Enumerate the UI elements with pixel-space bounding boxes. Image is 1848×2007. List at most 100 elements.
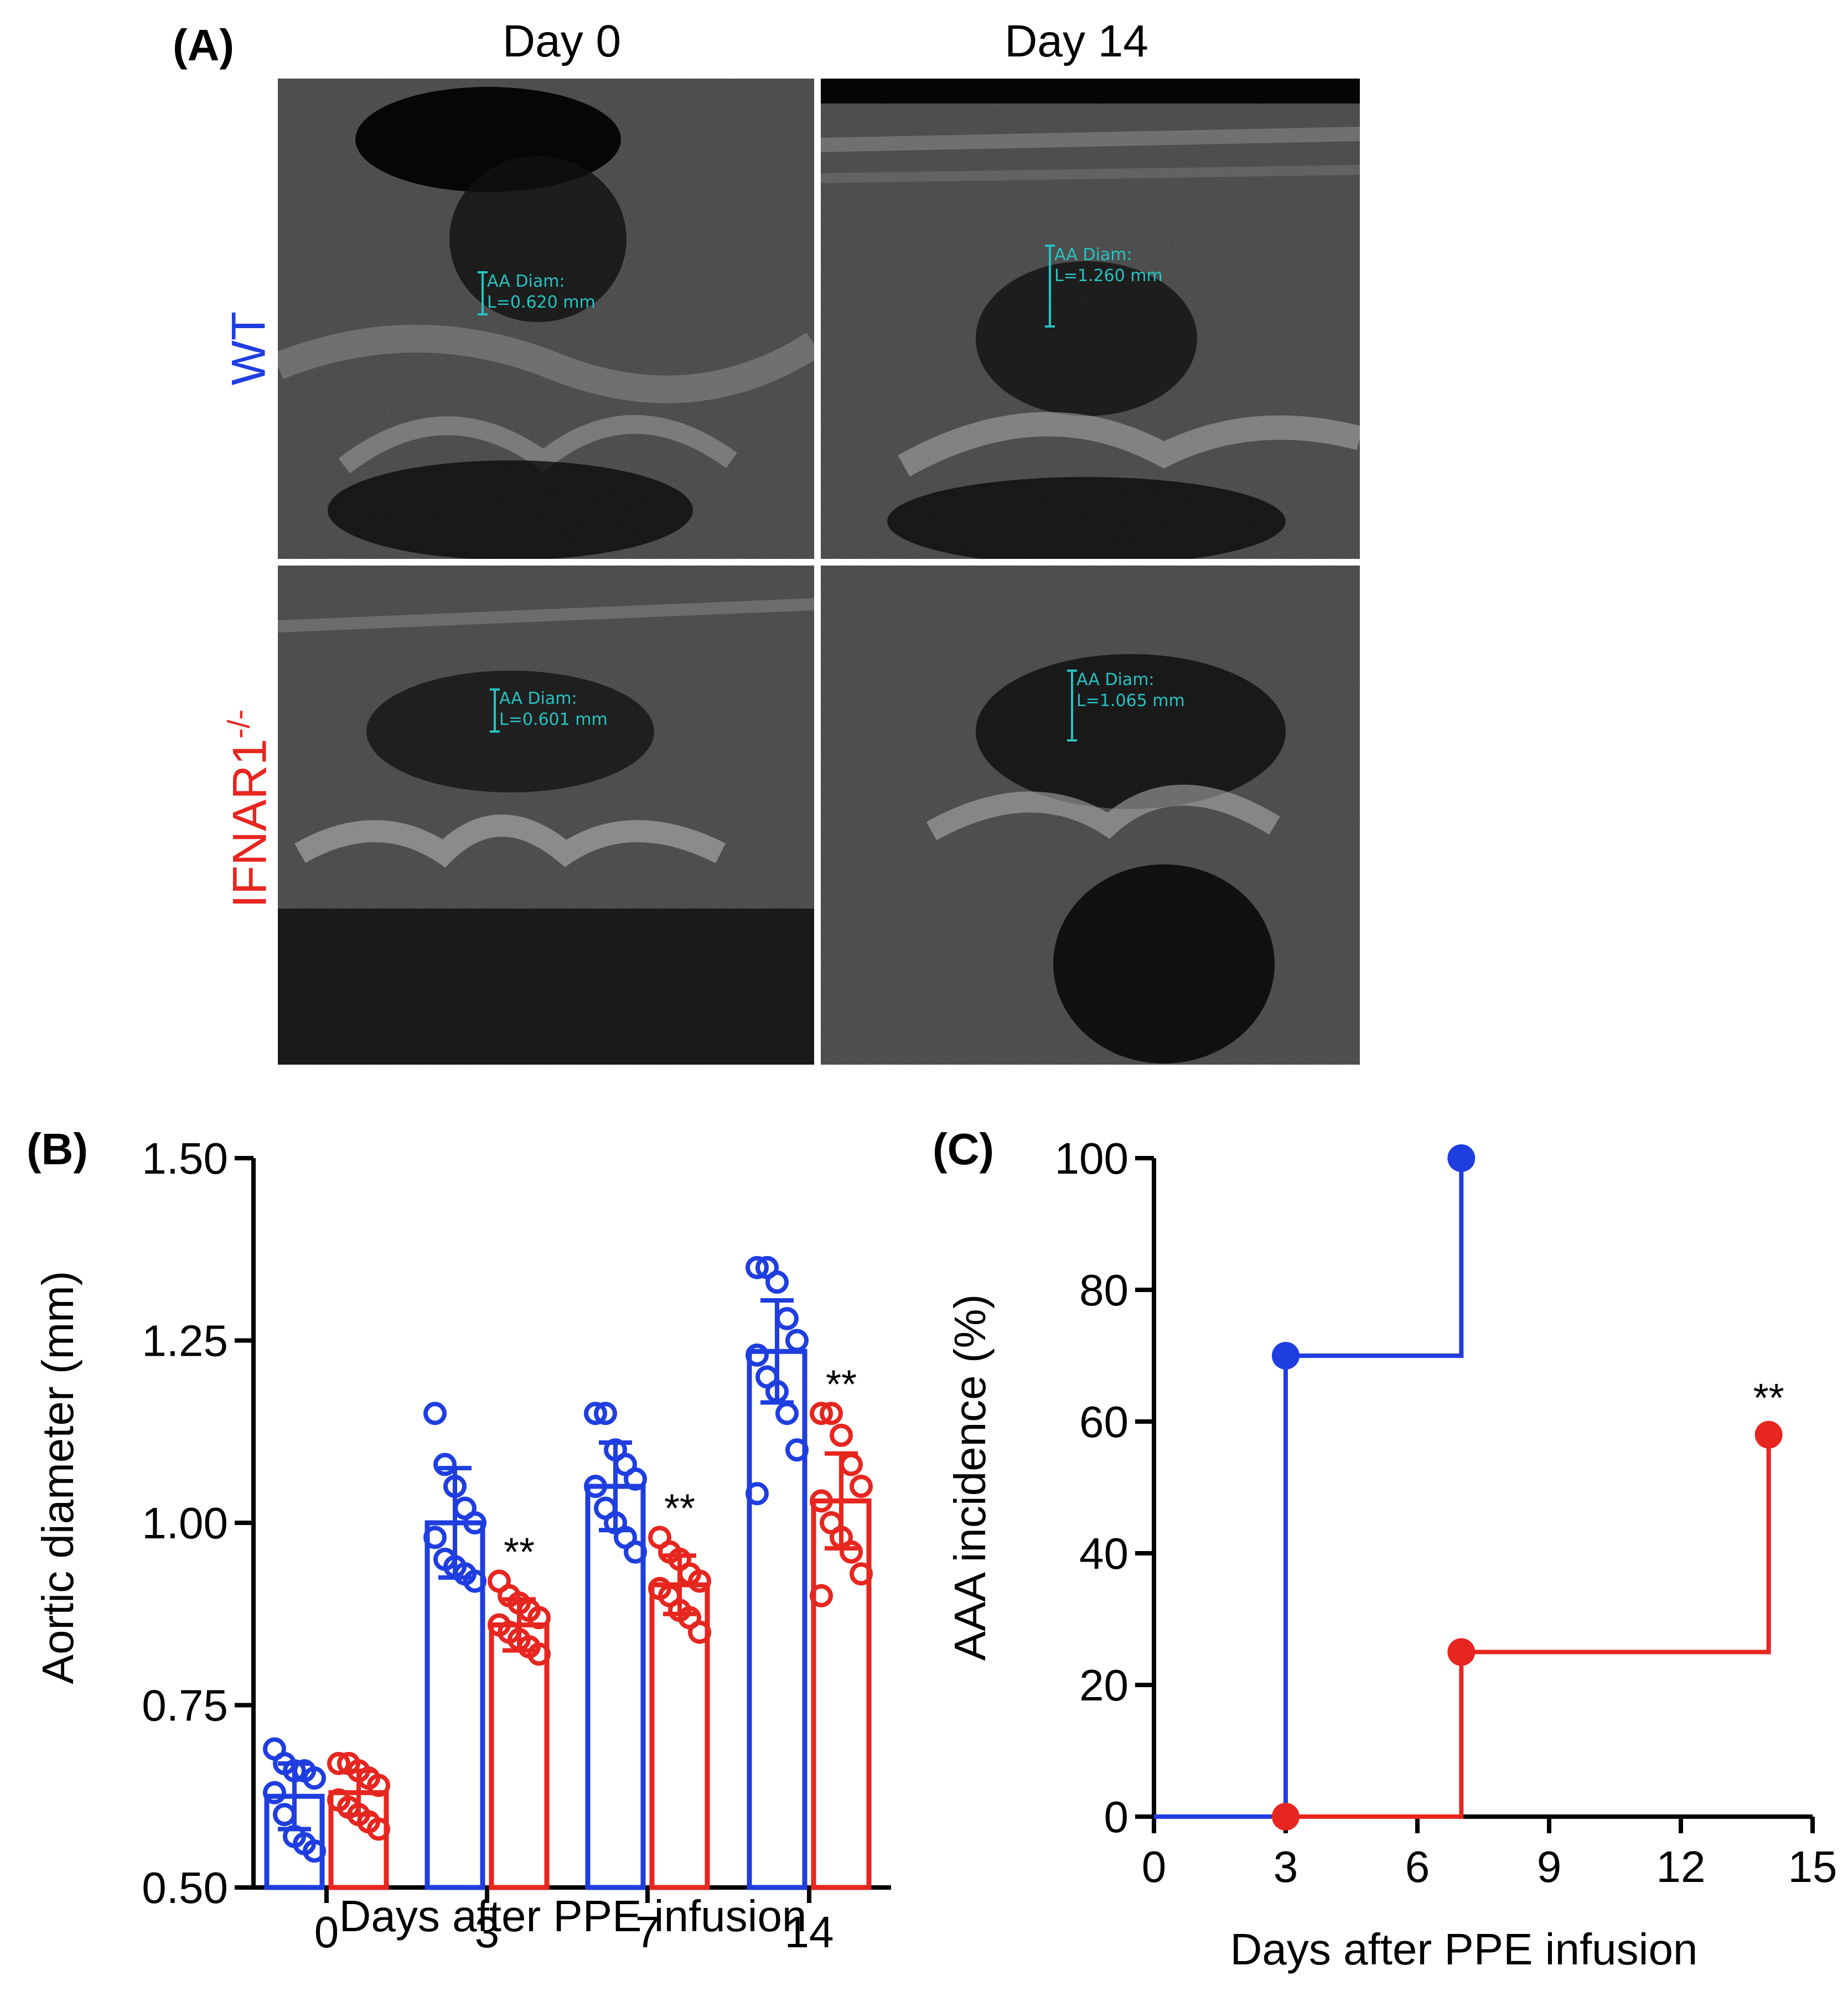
b-bar-wt-7 [585, 1484, 646, 1890]
b-point-ko-3 [527, 1606, 551, 1630]
measurement-wt-day0: AA Diam: L=0.620 mm [487, 271, 596, 313]
b-point-wt-3 [463, 1569, 486, 1593]
b-point-ko-0 [367, 1817, 390, 1841]
caliper-ko-day14 [1067, 670, 1077, 741]
b-y-tick-label: 0.75 [142, 1681, 228, 1730]
b-y-tick-label: 1.00 [142, 1498, 228, 1548]
c-y-axis-label: AAA incidence (%) [945, 1294, 995, 1661]
b-point-ko-3 [527, 1642, 551, 1666]
measurement-value: L=1.260 mm [1054, 266, 1163, 286]
ultrasound-wt-day0: AA Diam: L=0.620 mm [278, 79, 814, 559]
measurement-value: L=0.601 mm [499, 710, 608, 729]
row-label-ifnar1-ko: IFNAR1-/- [221, 642, 278, 974]
row-label-wt: WT [222, 311, 276, 386]
b-axes: 0.50 0.75 1.00 1.25 1.50 0 3 7 14 [142, 1134, 891, 1957]
b-marks: ** ** ** [263, 1256, 873, 1890]
b-point-wt-3 [423, 1402, 447, 1425]
measurement-wt-day14: AA Diam: L=1.260 mm [1054, 245, 1163, 287]
panel-c-label: (C) [933, 1124, 994, 1174]
measurement-title: AA Diam: [499, 689, 577, 708]
ultrasound-ko-day0: AA Diam: L=0.601 mm [278, 566, 814, 1065]
b-bar-ko-14 [811, 1498, 872, 1890]
c-x-tick-label: 6 [1405, 1842, 1430, 1891]
b-point-wt-14 [746, 1256, 769, 1279]
b-point-ko-14 [850, 1475, 873, 1498]
b-point-wt-0 [273, 1803, 296, 1827]
b-x-tick-label: 0 [314, 1907, 339, 1957]
b-point-wt-3 [433, 1453, 457, 1476]
b-significance-label: ** [826, 1362, 857, 1407]
b-point-ko-7 [688, 1569, 711, 1593]
panel-b-label: (B) [27, 1124, 88, 1174]
b-significance-label: ** [664, 1486, 695, 1531]
c-x-tick-label: 9 [1537, 1842, 1562, 1891]
b-point-ko-14 [830, 1423, 853, 1447]
b-x-tick-label: 3 [475, 1907, 500, 1957]
c-marks: ** [1154, 1144, 1784, 1830]
b-point-wt-14 [746, 1343, 769, 1367]
column-title-day0: Day 0 [502, 16, 622, 66]
c-step-line-wt [1154, 1158, 1464, 1819]
b-point-ko-14 [810, 1402, 833, 1425]
knockout-superscript: -/- [221, 709, 256, 739]
chart-c: (C) AAA incidence (%) Days after PPE inf… [933, 1124, 1837, 1974]
measurement-title: AA Diam: [487, 272, 565, 291]
panel-a-label: (A) [173, 20, 235, 70]
c-axes: 0 20 40 60 80 100 0 3 6 9 12 15 [1055, 1134, 1837, 1891]
b-x-tick-label: 14 [785, 1907, 834, 1957]
b-point-wt-14 [785, 1329, 809, 1352]
b-point-wt-3 [423, 1526, 447, 1549]
b-point-wt-14 [785, 1438, 809, 1462]
ifnar1-text: IFNAR1 [223, 738, 277, 908]
c-x-tick-label: 15 [1788, 1842, 1837, 1891]
b-x-axis-label: Days after PPE infusion [339, 1891, 807, 1941]
column-title-day14: Day 14 [1005, 16, 1148, 66]
c-point-wt [1447, 1144, 1476, 1172]
caliper-wt-day0 [478, 271, 488, 315]
b-x-tick-label: 7 [635, 1907, 660, 1957]
c-y-tick-label: 100 [1055, 1134, 1129, 1183]
b-point-wt-14 [765, 1270, 789, 1294]
b-point-wt-0 [263, 1781, 286, 1804]
b-y-tick-label: 0.50 [142, 1863, 228, 1912]
c-point-ko [1272, 1803, 1300, 1830]
c-y-tick-label: 40 [1079, 1529, 1129, 1578]
b-point-wt-14 [775, 1306, 799, 1330]
b-point-wt-0 [283, 1759, 306, 1783]
c-point-ko [1754, 1420, 1783, 1449]
c-y-tick-label: 20 [1079, 1661, 1129, 1710]
b-point-wt-3 [463, 1511, 486, 1534]
c-y-tick-label: 0 [1104, 1792, 1129, 1842]
measurement-ko-day14: AA Diam: L=1.065 mm [1076, 670, 1185, 712]
b-point-wt-0 [303, 1766, 326, 1790]
c-step-line-ko [1286, 1434, 1771, 1819]
b-point-wt-7 [624, 1540, 647, 1564]
b-point-ko-14 [850, 1562, 873, 1586]
c-x-axis-label: Days after PPE infusion [1230, 1925, 1698, 1974]
measurement-value: L=1.065 mm [1076, 691, 1185, 711]
b-significance-label: ** [504, 1530, 535, 1574]
b-point-wt-0 [303, 1839, 326, 1863]
b-point-wt-14 [746, 1482, 769, 1506]
chart-b: (B) Aortic diameter (mm) Days after PPE … [27, 1124, 891, 1957]
measurement-title: AA Diam: [1076, 670, 1155, 689]
caliper-wt-day14 [1045, 245, 1055, 328]
ultrasound-ko-day14: AA Diam: L=1.065 mm [821, 566, 1360, 1065]
ultrasound-wt-day14: AA Diam: L=1.260 mm [821, 79, 1360, 559]
b-y-tick-label: 1.25 [142, 1316, 228, 1366]
b-point-ko-14 [840, 1540, 863, 1564]
b-point-wt-7 [584, 1402, 607, 1425]
b-point-wt-14 [765, 1380, 789, 1403]
b-point-wt-3 [443, 1475, 467, 1498]
b-point-ko-0 [327, 1751, 350, 1775]
b-y-tick-label: 1.50 [142, 1134, 228, 1183]
b-point-ko-14 [820, 1402, 843, 1425]
c-y-tick-label: 80 [1079, 1266, 1129, 1315]
b-point-ko-7 [688, 1620, 711, 1644]
measurement-ko-day0: AA Diam: L=0.601 mm [499, 688, 608, 730]
c-x-tick-label: 12 [1657, 1842, 1706, 1891]
measurement-value: L=0.620 mm [487, 293, 596, 312]
b-bar-wt-14 [747, 1349, 807, 1890]
c-y-tick-label: 60 [1079, 1397, 1129, 1446]
b-y-axis-label: Aortic diameter (mm) [33, 1271, 82, 1684]
